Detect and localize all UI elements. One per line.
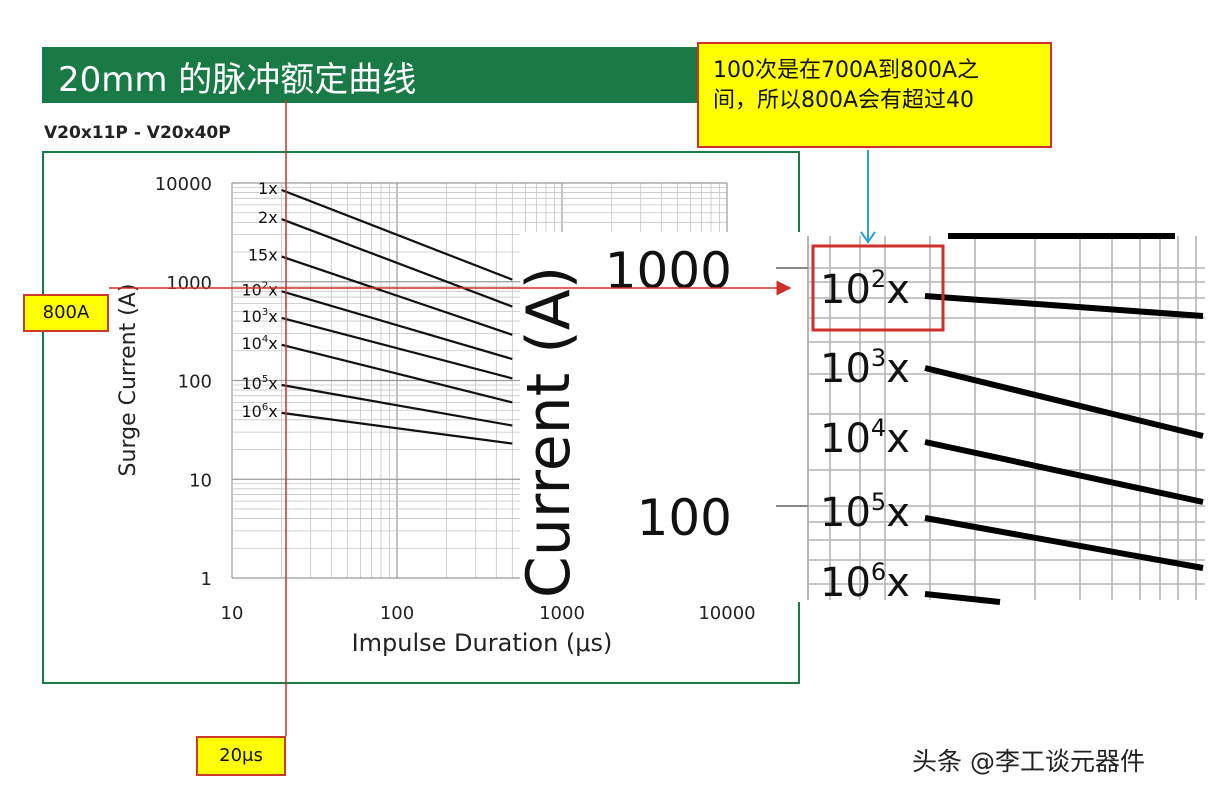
zoom-inset-grid bbox=[776, 236, 1205, 600]
zoom-inset-axis-label: Current (A) bbox=[514, 266, 584, 598]
inset-curve bbox=[924, 365, 1204, 439]
current-tag-800a: 800A bbox=[23, 294, 109, 332]
inset-curve bbox=[924, 591, 1001, 605]
callout-line-1: 100次是在700A到800A之 bbox=[713, 58, 980, 83]
x-tick-label: 100 bbox=[380, 603, 414, 624]
callout-note: 100次是在700A到800A之 间，所以800A会有超过40 bbox=[697, 42, 1052, 148]
x-tick-label: 10 bbox=[221, 603, 244, 624]
series-line bbox=[281, 218, 513, 308]
watermark: 头条 @李工谈元器件 bbox=[912, 747, 1145, 776]
x-axis-label: Impulse Duration (μs) bbox=[352, 629, 613, 657]
series-label: 103x bbox=[241, 307, 277, 326]
chart-series bbox=[281, 188, 513, 445]
y-tick-label: 1 bbox=[201, 569, 212, 590]
duration-tag-20us: 20μs bbox=[196, 736, 286, 776]
zoom-inset-curves bbox=[924, 233, 1204, 605]
y-tick-label: 100 bbox=[178, 372, 212, 393]
series-line bbox=[281, 411, 513, 445]
series-label: 106x bbox=[241, 402, 277, 421]
inset-curve-label: 106x bbox=[820, 558, 910, 606]
series-line bbox=[281, 290, 513, 361]
zoom-highlight-box bbox=[811, 244, 945, 332]
series-label: 2x bbox=[258, 208, 278, 227]
inset-curve-label: 103x bbox=[820, 344, 910, 392]
inset-curve bbox=[924, 439, 1204, 505]
y-tick-label: 10 bbox=[189, 470, 212, 491]
x-tick-label: 1000 bbox=[539, 603, 585, 624]
series-label: 102x bbox=[241, 280, 277, 299]
zoom-inset-labels: 1000 100 102x 103x 104x 105x 106x bbox=[605, 242, 910, 606]
series-line bbox=[281, 255, 513, 336]
series-line bbox=[281, 343, 513, 404]
series-label: 1x bbox=[258, 179, 278, 198]
inset-tick-label: 100 bbox=[637, 489, 732, 547]
inset-curve-label: 105x bbox=[820, 488, 910, 536]
series-label: 105x bbox=[241, 374, 277, 393]
series-label: 104x bbox=[241, 334, 277, 353]
series-label: 15x bbox=[248, 246, 278, 265]
inset-curve-label: 104x bbox=[820, 414, 910, 462]
page-title: 20mm 的脉冲额定曲线 bbox=[58, 60, 417, 100]
title-banner bbox=[42, 47, 796, 103]
model-label: V20x11P - V20x40P bbox=[44, 123, 231, 143]
y-axis-label: Surge Current (A) bbox=[116, 284, 141, 477]
callout-line-2: 间，所以800A会有超过40 bbox=[713, 88, 975, 113]
series-line bbox=[281, 316, 513, 380]
inset-curve bbox=[924, 515, 1204, 571]
chart-labels: 10 100 1000 10000 1 10 100 1000 10000 1x 2x 15x 102x… bbox=[155, 174, 756, 624]
inset-curve-label: 102x bbox=[820, 265, 910, 313]
inset-curve bbox=[924, 293, 1204, 319]
inset-tick-label: 1000 bbox=[605, 242, 732, 300]
x-tick-label: 10000 bbox=[698, 603, 755, 624]
series-line bbox=[281, 188, 513, 281]
callout-arrow-head bbox=[860, 231, 876, 244]
y-tick-label: 10000 bbox=[155, 174, 212, 195]
series-line bbox=[281, 383, 513, 427]
